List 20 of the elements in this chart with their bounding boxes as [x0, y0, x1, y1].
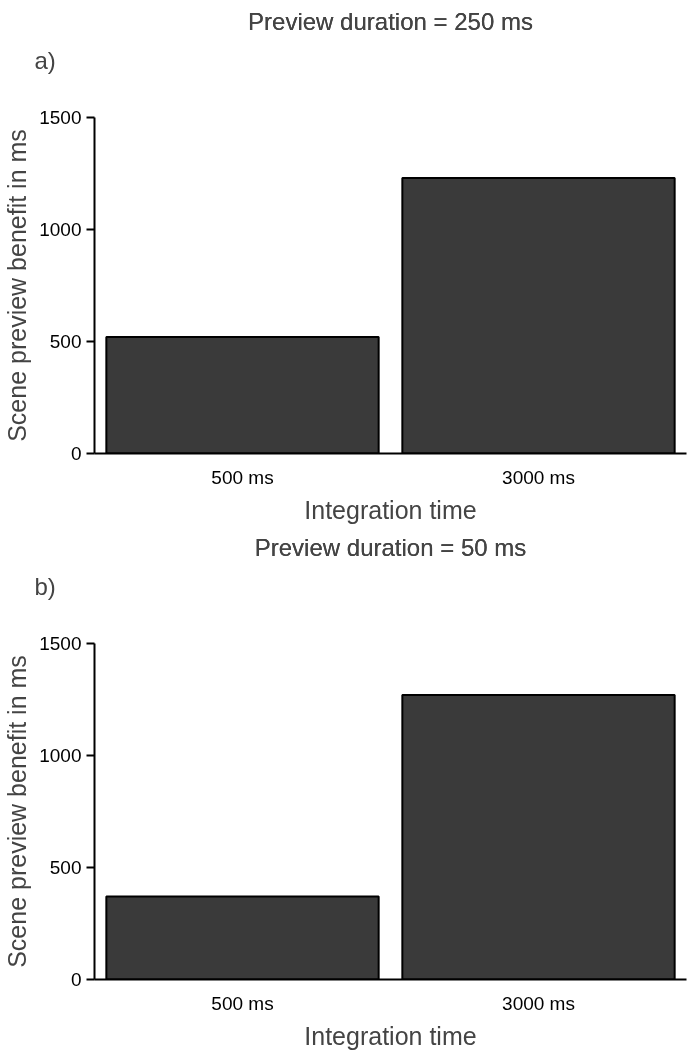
y-tick-label: 0: [70, 443, 82, 464]
y-tick-label: 1500: [39, 107, 82, 128]
chart-title: Preview duration = 50 ms: [254, 533, 527, 561]
x-tick-label: 3000 ms: [502, 992, 575, 1014]
y-tick-label: 1000: [39, 219, 82, 240]
y-tick-label: 500: [49, 857, 82, 878]
x-tick-label: 3000 ms: [502, 466, 575, 488]
y-tick-label: 1500: [39, 633, 82, 654]
text: b): [34, 572, 56, 600]
y-axis-title: Scene preview benefit in ms: [3, 129, 32, 442]
y-axis-title: Scene preview benefit in ms: [3, 655, 32, 968]
x-axis-title: Integration time: [304, 495, 477, 524]
x-tick-label: 500 ms: [211, 466, 274, 488]
chart-title: Preview duration = 250 ms: [248, 7, 533, 35]
y-tick-label: 500: [49, 331, 82, 352]
x-tick-label: 500 ms: [211, 992, 274, 1014]
y-tick-label: 1000: [39, 745, 82, 766]
y-tick-label: 0: [70, 969, 82, 990]
text: a): [34, 46, 56, 74]
x-axis-title: Integration time: [304, 1021, 477, 1050]
